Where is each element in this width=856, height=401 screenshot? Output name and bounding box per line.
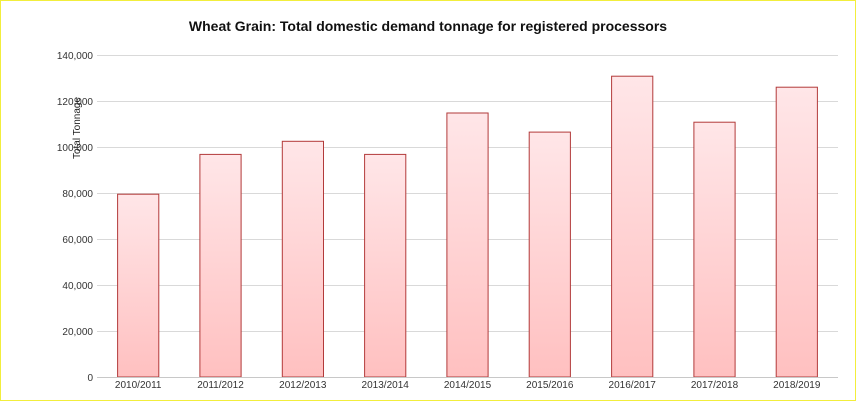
x-tick-label: 2011/2012 [197,380,244,391]
bar-2018-2019 [775,86,818,378]
bar-2017-2018 [693,121,736,378]
x-tick-label: 2010/2011 [115,380,162,391]
x-tick-label: 2014/2015 [444,380,492,391]
y-tick-label: 80,000 [62,189,93,200]
y-tick-label: 0 [87,373,93,384]
x-tick-label: 2017/2018 [691,380,739,391]
y-tick-label: 20,000 [62,327,93,338]
y-tick-label: 120,000 [57,97,94,108]
bar-2010-2011 [117,193,160,378]
bar-2013-2014 [364,153,407,378]
x-tick-label: 2016/2017 [609,380,657,391]
x-tick-label: 2012/2013 [279,380,327,391]
x-tick-labels: 2010/2011 2011/2012 2012/2013 2013/2014 2014… [115,380,821,391]
y-tick-label: 40,000 [62,281,93,292]
y-axis-label: Total Tonnage [72,97,83,160]
x-tick-label: 2013/2014 [362,380,410,391]
bar-2015-2016 [528,131,571,378]
y-tick-label: 140,000 [57,51,94,62]
bar-2016-2017 [611,75,654,378]
y-tick-labels: 0 20,000 40,000 60,000 80,000 100,000 120,000 1… [57,51,94,384]
bar-2014-2015 [446,112,489,378]
y-tick-label: 60,000 [62,235,93,246]
x-tick-label: 2018/2019 [773,380,821,391]
y-tick-label: 100,000 [57,143,94,154]
x-tick-label: 2015/2016 [526,380,574,391]
chart-title: Wheat Grain: Total domestic demand tonna… [188,18,668,34]
bar-2011-2012 [199,153,242,378]
bar-2012-2013 [281,140,324,378]
bars [117,75,818,378]
